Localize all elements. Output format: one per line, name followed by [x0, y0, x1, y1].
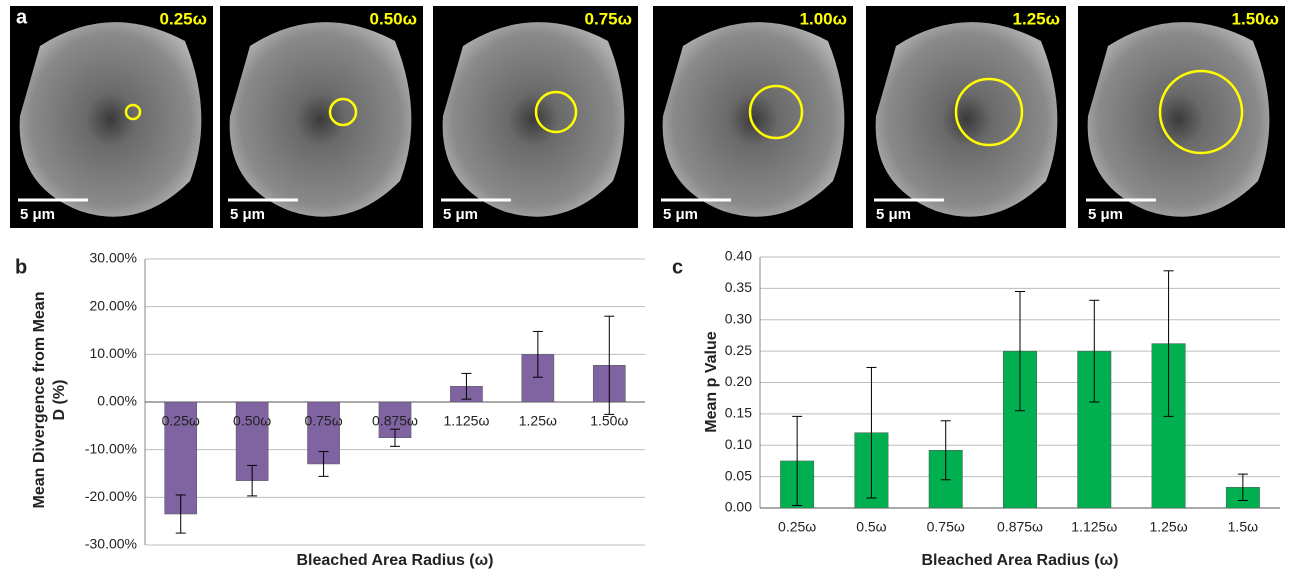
y-axis-title: Mean p Value: [703, 331, 720, 432]
panel-label: a: [16, 6, 28, 28]
y-tick-label: 20.00%: [90, 297, 137, 313]
y-tick-label: 0.35: [725, 279, 752, 295]
y-tick-label: 0.00%: [97, 393, 137, 409]
y-tick-label: 0.05: [725, 467, 752, 483]
y-tick-label: -20.00%: [85, 488, 137, 504]
x-tick-label: 1.25ω: [519, 413, 557, 429]
image-label: 1.25ω: [1013, 9, 1060, 28]
scale-bar-label: 5 μm: [1088, 206, 1123, 223]
x-tick-label: 0.875ω: [997, 519, 1043, 535]
panel-label: c: [672, 256, 683, 278]
figure: 0.25ω 5 μm 0.50ω 5 μm 0.75ω 5 μm 1.00ω 5 μm 1.25…: [0, 0, 1294, 573]
x-axis-title: Bleached Area Radius (ω): [297, 552, 494, 569]
x-tick-label: 0.25ω: [778, 519, 816, 535]
y-tick-label: -10.00%: [85, 440, 137, 456]
y-tick-label: 0.15: [725, 405, 752, 421]
image-label: 1.00ω: [800, 9, 847, 28]
x-tick-label: 0.50ω: [233, 413, 271, 429]
y-axis-title: Mean Divergence from Mean: [31, 292, 48, 509]
scale-bar-label: 5 μm: [876, 206, 911, 223]
x-tick-label: 0.875ω: [372, 413, 418, 429]
cell: [230, 22, 412, 217]
y-tick-label: 0.10: [725, 436, 752, 452]
image-label: 1.50ω: [1232, 9, 1279, 28]
x-tick-label: 0.75ω: [927, 519, 965, 535]
x-tick-label: 1.50ω: [590, 413, 628, 429]
y-axis-title: D (%): [51, 380, 68, 421]
y-tick-label: 30.00%: [90, 250, 137, 266]
x-tick-label: 1.25ω: [1149, 519, 1187, 535]
x-tick-label: 1.125ω: [1071, 519, 1117, 535]
y-tick-label: 0.00: [725, 499, 752, 515]
x-tick-label: 1.125ω: [443, 413, 489, 429]
image-label: 0.50ω: [370, 9, 417, 28]
cell: [876, 22, 1058, 217]
y-tick-label: 10.00%: [90, 345, 137, 361]
x-tick-label: 0.5ω: [856, 519, 886, 535]
y-tick-label: 0.30: [725, 310, 752, 326]
y-tick-label: 0.25: [725, 342, 752, 358]
x-tick-label: 1.5ω: [1228, 519, 1258, 535]
cell: [443, 22, 625, 217]
cell: [663, 22, 845, 217]
y-tick-label: 0.20: [725, 373, 752, 389]
y-tick-label: -30.00%: [85, 536, 137, 552]
cell: [20, 22, 202, 217]
x-tick-label: 0.75ω: [304, 413, 342, 429]
scale-bar-label: 5 μm: [20, 206, 55, 223]
scale-bar-label: 5 μm: [443, 206, 478, 223]
y-tick-label: 0.40: [725, 248, 752, 264]
panel-label: b: [15, 256, 27, 278]
image-label: 0.25ω: [160, 9, 207, 28]
scale-bar-label: 5 μm: [230, 206, 265, 223]
image-label: 0.75ω: [585, 9, 632, 28]
x-axis-title: Bleached Area Radius (ω): [922, 552, 1119, 569]
scale-bar-label: 5 μm: [663, 206, 698, 223]
x-tick-label: 0.25ω: [162, 413, 200, 429]
